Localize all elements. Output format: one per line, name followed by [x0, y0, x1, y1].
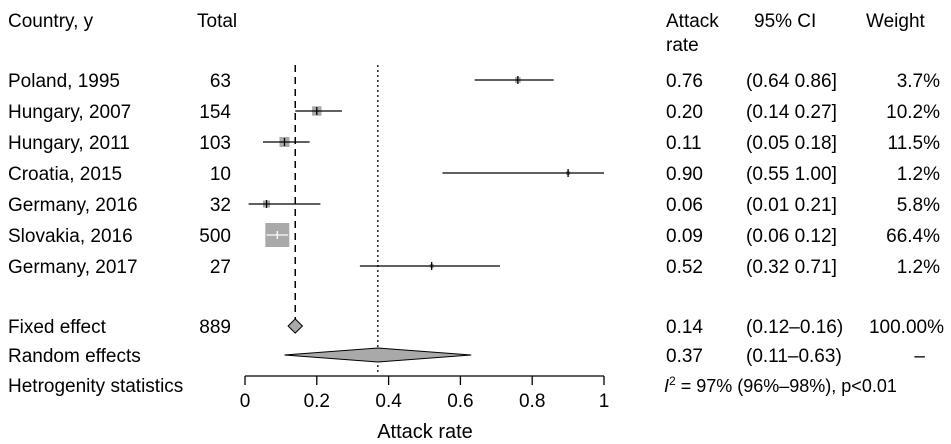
header-rate-line1: Attack — [666, 11, 719, 32]
header-rate-line2: rate — [666, 35, 699, 56]
fixed-rate: 0.14 — [666, 317, 703, 338]
study-rate: 0.76 — [666, 71, 703, 92]
plot-area — [248, 65, 604, 374]
header-ci: 95% CI — [754, 11, 816, 32]
random-ci: (0.11–0.63) — [746, 346, 842, 367]
study-weight: 66.4% — [886, 226, 940, 247]
heterogeneity-values: = 97% (96%–98%), p<0.01 — [676, 376, 897, 396]
study-rate: 0.20 — [666, 102, 703, 123]
fixed-effect-diamond — [287, 318, 304, 334]
study-total: 27 — [210, 257, 231, 278]
i-squared-symbol: I — [664, 376, 669, 396]
random-rate: 0.37 — [666, 346, 703, 367]
study-weight: 3.7% — [897, 71, 940, 92]
study-ci: (0.32 0.71] — [746, 257, 837, 278]
fixed-label: Fixed effect — [8, 317, 107, 338]
study-rate: 0.06 — [666, 195, 703, 216]
x-axis: 0 0.2 0.4 0.6 0.8 1 — [240, 375, 610, 412]
study-ci: (0.14 0.27] — [746, 102, 837, 123]
heterogeneity-label: Hetrogenity statistics — [8, 376, 183, 397]
study-weight: 10.2% — [886, 102, 940, 123]
study-ci: (0.05 0.18] — [746, 133, 837, 154]
study-weight: 5.8% — [897, 195, 940, 216]
header-weight: Weight — [866, 11, 926, 32]
random-label: Random effects — [8, 346, 141, 367]
study-rate: 0.52 — [666, 257, 703, 278]
study-label: Hungary, 2011 — [8, 133, 130, 154]
study-rows: Poland, 1995 63 0.76 (0.64 0.86] 3.7% Hungary… — [8, 71, 940, 278]
study-rate: 0.09 — [666, 226, 703, 247]
x-axis-tick-label: 0.8 — [519, 391, 545, 412]
random-effects-diamond — [284, 347, 472, 363]
x-axis-tick-label: 0.6 — [447, 391, 473, 412]
study-total: 10 — [210, 164, 231, 185]
study-label: Slovakia, 2016 — [8, 226, 133, 247]
study-total: 32 — [210, 195, 231, 216]
x-axis-label: Attack rate — [377, 421, 473, 443]
study-label: Germany, 2017 — [8, 257, 138, 278]
x-axis-tick-label: 1 — [599, 391, 610, 412]
study-rate: 0.90 — [666, 164, 703, 185]
study-ci: (0.64 0.86] — [746, 71, 837, 92]
fixed-total: 889 — [199, 317, 231, 338]
study-weight: 11.5% — [888, 133, 941, 154]
study-total: 103 — [199, 133, 231, 154]
i-squared-exponent: 2 — [669, 374, 676, 388]
fixed-ci: (0.12–0.16) — [746, 317, 843, 338]
study-weight: 1.2% — [897, 164, 940, 185]
study-label: Hungary, 2007 — [8, 102, 131, 123]
study-weight: 1.2% — [897, 257, 940, 278]
study-ci: (0.55 1.00] — [746, 164, 837, 185]
study-label: Germany, 2016 — [8, 195, 138, 216]
study-total: 154 — [199, 102, 231, 123]
study-rate: 0.11 — [666, 133, 702, 154]
header-study: Country, y — [8, 11, 94, 32]
study-ci: (0.06 0.12] — [746, 226, 837, 247]
study-label: Croatia, 2015 — [8, 164, 122, 185]
fixed-weight: 100.00% — [869, 317, 944, 338]
study-total: 500 — [199, 226, 231, 247]
x-axis-tick-label: 0.4 — [375, 391, 402, 412]
x-axis-tick-label: 0.2 — [304, 391, 330, 412]
heterogeneity-stats: I2 = 97% (96%–98%), p<0.01 — [664, 374, 897, 396]
study-ci: (0.01 0.21] — [746, 195, 837, 216]
study-label: Poland, 1995 — [8, 71, 120, 92]
random-weight: – — [914, 346, 925, 367]
x-axis-tick-label: 0 — [240, 391, 251, 412]
header-total: Total — [197, 11, 237, 32]
study-total: 63 — [210, 71, 231, 92]
